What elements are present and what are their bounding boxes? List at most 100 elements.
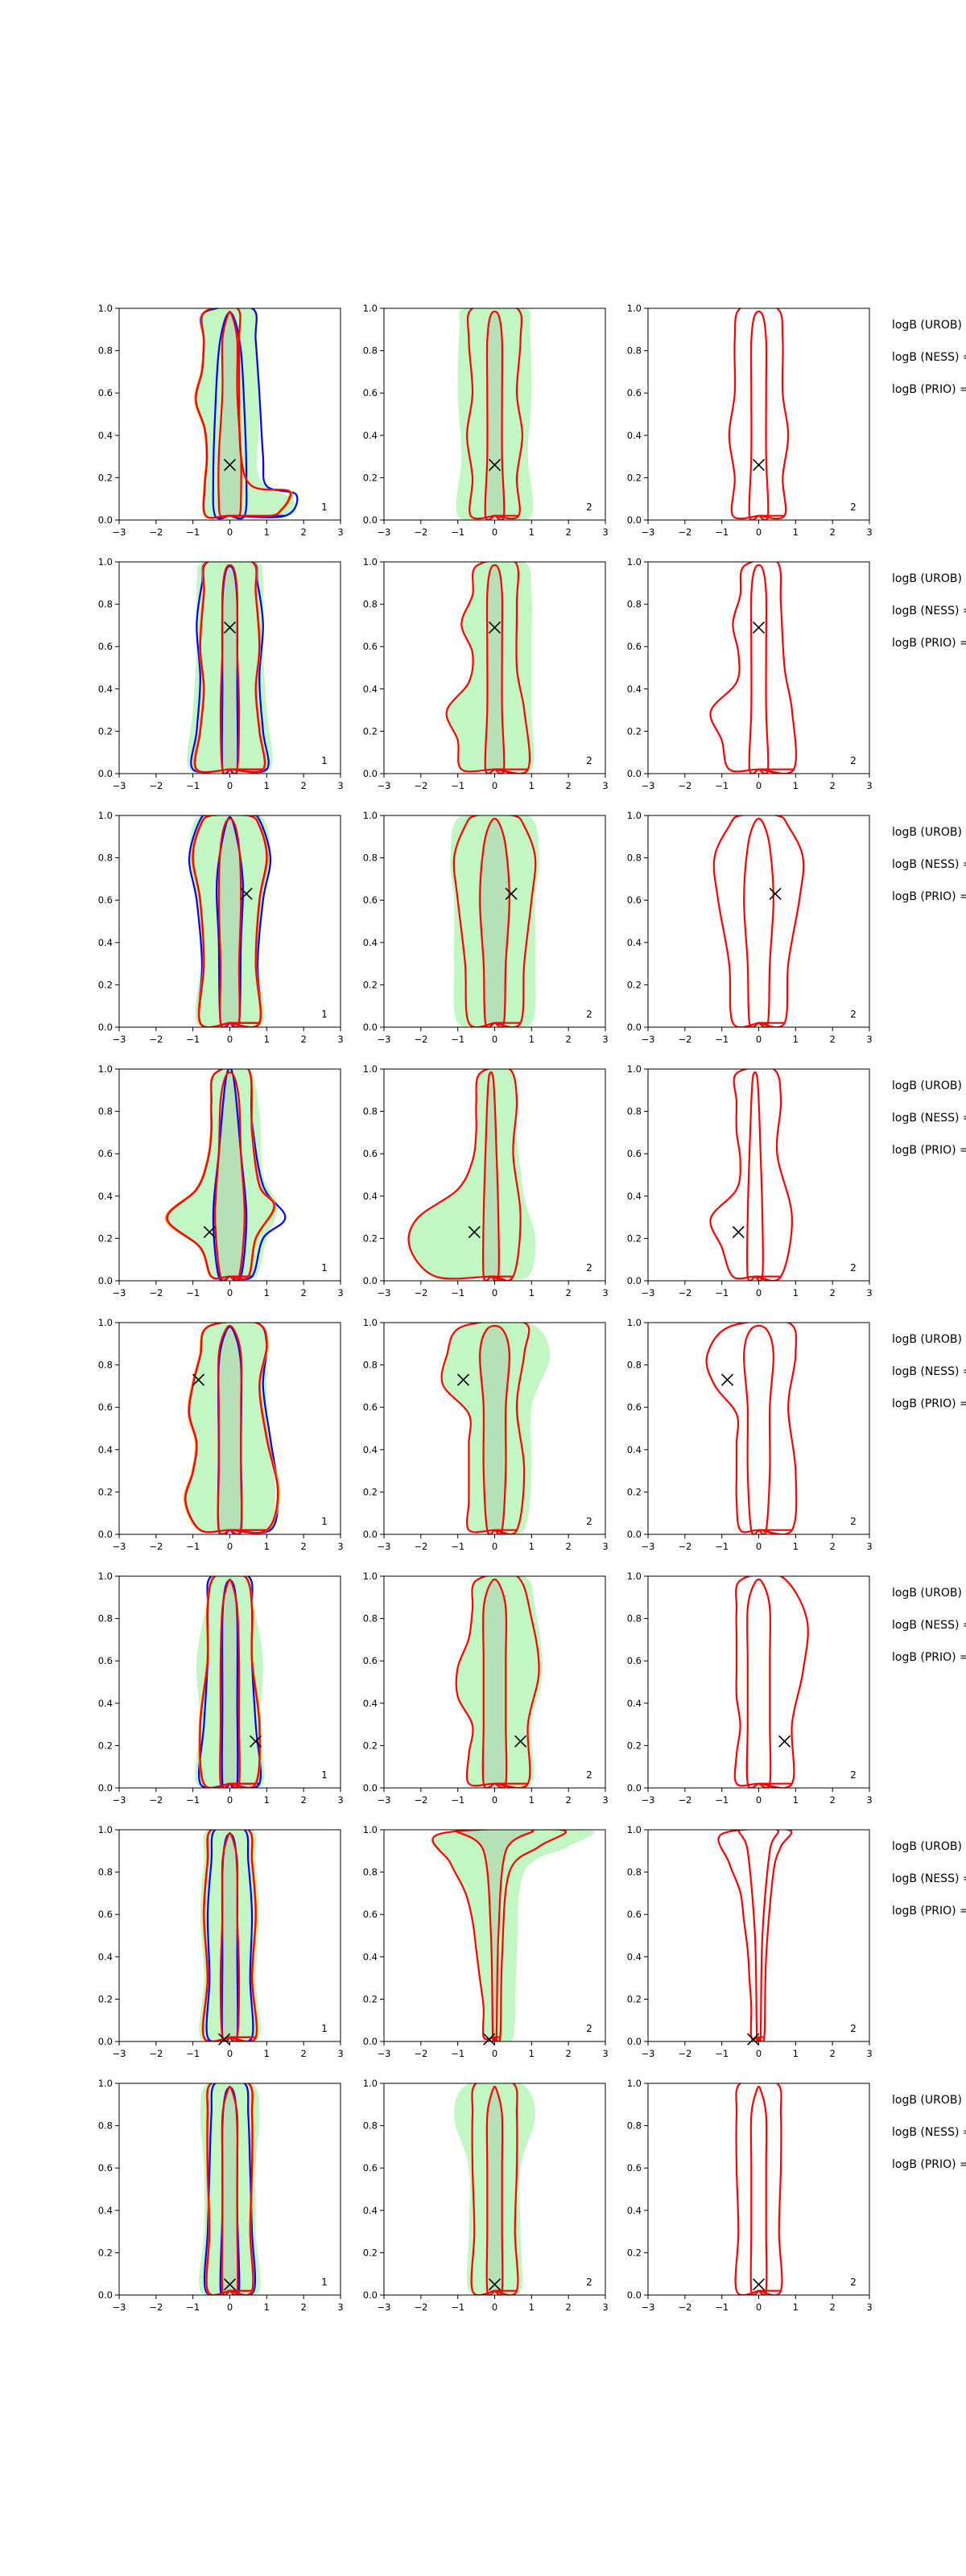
x-tick-label: 1 [264,2301,270,2313]
row-annotations: logB (UROB) = logB (NESS) = logB (PRIO) = [892,1840,966,1918]
x-tick-label: −3 [113,2301,126,2313]
x-tick-label: 0 [227,1287,233,1298]
panel-r5-c1: −3 −2 −1 0 1 2 3 0.0 0.2 0.4 0.6 0.8 1.0 1 [98,1317,344,1552]
x-tick-label: −2 [414,1541,427,1552]
axes-frame [647,1829,870,2042]
x-tick-label: −2 [678,1541,691,1552]
x-tick-label: 3 [602,1287,608,1298]
x-tick-label: 1 [793,1287,799,1298]
x-tick-label: −2 [149,1287,163,1298]
x-tick-label: 3 [337,1541,343,1552]
y-tick-label: 0.0 [98,768,113,779]
y-tick-label: 0.6 [627,1148,642,1159]
x-tick-label: 2 [566,1287,572,1298]
x-tick-label: −2 [149,1541,163,1552]
logb-annotation: logB (NESS) = [892,1112,966,1125]
x-tick-label: 2 [301,1034,307,1045]
x-tick-label: 0 [492,2048,497,2059]
plot-area [440,1323,551,1534]
y-tick-label: 1.0 [98,1063,113,1075]
red-contour-outer [734,2083,783,2295]
axes-frame [647,308,870,521]
x-tick-label: −3 [113,2048,126,2059]
y-tick-label: 0.2 [363,1232,378,1244]
panel-corner-label: 1 [321,1262,328,1274]
x-tick-label: −1 [451,2301,464,2313]
true-value-marker [778,1735,791,1748]
y-tick-label: 0.4 [627,683,642,695]
x-tick-label: 2 [301,780,307,791]
y-tick-label: 0.4 [363,683,378,695]
axes-frame [647,2083,870,2296]
y-tick-label: 0.0 [98,2289,113,2301]
y-tick-label: 0.8 [627,1106,642,1117]
y-tick-label: 0.0 [627,2289,642,2301]
x-tick-label: 2 [830,1794,836,1806]
logb-annotation: logB (UROB) = [892,1333,966,1346]
y-tick-label: 0.2 [363,979,378,990]
density-fill [195,1576,265,1788]
y-tick-label: 0.2 [627,1993,642,2004]
y-tick-label: 0.4 [98,2205,113,2216]
red-contour-outer [712,815,805,1027]
y-tick-label: 0.4 [363,1698,378,1709]
x-tick-label: 1 [529,1541,535,1552]
y-tick-label: 0.6 [363,1402,378,1413]
true-value-marker [747,2033,760,2046]
logb-annotation: logB (NESS) = [892,1619,966,1632]
panel-corner-label: 2 [850,1262,857,1274]
y-tick-label: 0.8 [98,1360,113,1371]
x-tick-label: 3 [866,1541,872,1552]
x-tick-label: −2 [414,780,427,791]
plot-area [199,1830,261,2041]
axes-frame [647,1322,870,1535]
y-tick-label: 0.8 [627,1613,642,1624]
plot-area [709,562,798,774]
x-tick-label: −3 [642,780,655,791]
x-tick-label: 3 [602,1541,608,1552]
x-tick-label: −2 [678,526,691,538]
logb-annotation: logB (NESS) = [892,1872,966,1885]
y-tick-label: 0.6 [98,1655,113,1666]
x-tick-label: −2 [149,2301,163,2313]
plot-area [705,1323,798,1534]
panel-r7-c2: −3 −2 −1 0 1 2 3 0.0 0.2 0.4 0.6 0.8 1.0 2 [363,1824,609,2059]
x-tick-label: 0 [492,526,497,538]
plot-area [712,815,805,1027]
x-tick-label: −1 [715,780,729,791]
y-tick-label: 0.2 [627,1232,642,1244]
x-tick-label: −3 [378,1794,391,1806]
density-core-fill [481,1579,508,1788]
x-tick-label: −3 [113,526,126,538]
density-fill [450,815,539,1027]
y-tick-label: 1.0 [363,1824,378,1835]
x-tick-label: −1 [186,1287,200,1298]
y-tick-label: 0.2 [627,2247,642,2258]
x-tick-label: 3 [866,2301,872,2313]
density-fill [456,1576,543,1788]
plot-area [450,815,539,1027]
y-tick-label: 0.4 [363,2205,378,2216]
y-tick-label: 1.0 [98,1317,113,1328]
y-tick-label: 1.0 [363,556,378,568]
density-fill [199,1830,261,2041]
x-tick-label: 3 [866,780,872,791]
x-tick-label: −3 [378,2301,391,2313]
x-tick-label: 2 [566,526,572,538]
red-contour-outer [452,815,537,1027]
panel-corner-label: 2 [850,2277,857,2288]
panel-corner-label: 2 [586,1769,592,1781]
y-tick-label: 0.6 [363,1655,378,1666]
x-tick-label: 1 [264,1034,270,1045]
y-tick-label: 0.6 [627,1909,642,1920]
x-tick-label: 1 [529,1034,535,1045]
y-tick-label: 0.6 [98,1909,113,1920]
density-fill [431,1830,595,2041]
y-tick-label: 0.4 [627,1444,642,1455]
red-contour-inner [217,817,242,1027]
x-tick-label: 2 [830,1034,836,1045]
logb-annotation: logB (NESS) = [892,351,966,364]
logb-annotation: logB (PRIO) = [892,383,966,396]
density-core-fill [217,1325,243,1534]
x-tick-label: −3 [642,1541,655,1552]
